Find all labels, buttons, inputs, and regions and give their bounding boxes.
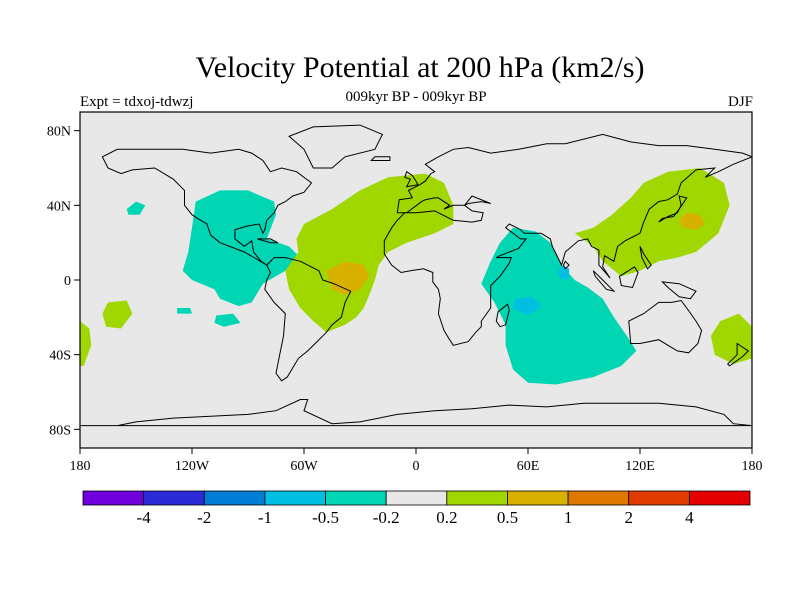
colorbar-swatch	[82, 490, 145, 506]
coastline-eurasia-africa	[383, 133, 752, 346]
lat-tick-label: 80N	[47, 125, 71, 140]
region-east-asia-green	[574, 168, 730, 277]
colorbar-label: -1	[258, 508, 272, 527]
coastline-sumatra	[592, 270, 616, 293]
season-label: DJF	[727, 94, 753, 110]
page-title: Velocity Potential at 200 hPa (km2/s)	[195, 51, 645, 84]
colorbar-swatch	[688, 490, 751, 506]
colorbar-label: 0.2	[436, 508, 457, 527]
coastline-cuba	[257, 238, 279, 244]
colorbar: -4 -2 -1 -0.5 -0.2 0.2 0.5 1 2 4	[82, 490, 751, 527]
contour-regions	[80, 168, 752, 385]
coastline-iceland	[369, 156, 391, 161]
lat-tick-label: 80S	[49, 423, 71, 438]
region-brazil-orange	[326, 261, 370, 295]
subtitle: 009kyr BP - 009kyr BP	[345, 89, 487, 105]
lon-tick-label: 0	[413, 459, 420, 474]
coastline-antarctica	[80, 399, 752, 427]
coastline-australia	[628, 299, 703, 354]
region-japan-orange	[679, 212, 706, 230]
colorbar-swatch	[567, 490, 630, 506]
colorbar-label: 0.5	[497, 508, 518, 527]
colorbar-label: -0.2	[373, 508, 400, 527]
colorbar-label: 2	[624, 508, 633, 527]
region-eastern-pacific-central-america	[182, 190, 301, 307]
colorbar-label: -2	[197, 508, 211, 527]
lon-tick-label: 120W	[175, 459, 210, 474]
region-south-pacific-green	[102, 300, 133, 329]
colorbar-swatch	[325, 490, 387, 506]
lon-tick-label: 60E	[517, 459, 540, 474]
colorbar-swatch	[143, 490, 205, 506]
coastline-philippines	[639, 246, 652, 270]
region-indian-ocean-teal	[481, 227, 637, 385]
lat-tick-label: 40S	[49, 349, 71, 364]
colorbar-swatch	[203, 490, 266, 506]
latitude-ticks: 80N 40N 0 40S 80S	[47, 125, 80, 438]
colorbar-label: -4	[137, 508, 152, 527]
colorbar-swatch	[507, 490, 569, 506]
coastline-greenland	[288, 124, 384, 169]
lat-tick-label: 0	[64, 274, 71, 289]
region-north-pacific-blob	[126, 201, 146, 215]
colorbar-label: 4	[685, 508, 694, 527]
colorbar-label: 1	[564, 508, 573, 527]
region-south-pacific-tiny-teal	[177, 308, 192, 314]
coastline-sri-lanka	[562, 260, 570, 270]
region-dateline-west-green	[80, 321, 92, 366]
longitude-ticks: 180 120W 60W 0 60E 120E 180	[70, 448, 763, 474]
coastline-new-guinea	[661, 281, 697, 300]
lat-tick-label: 40N	[47, 199, 71, 214]
colorbar-swatch	[628, 490, 690, 506]
colorbar-label: -0.5	[312, 508, 339, 527]
colorbar-swatch	[446, 490, 508, 506]
colorbar-swatch	[264, 490, 326, 506]
coastline-south-america	[264, 257, 352, 382]
lon-tick-label: 60W	[290, 459, 318, 474]
colorbar-swatch	[385, 490, 448, 506]
region-australia-east-green	[710, 313, 752, 364]
coastline-japan	[658, 195, 688, 223]
region-bay-of-bengal-blue	[557, 265, 570, 280]
experiment-label: Expt = tdxoj-tdwzj	[80, 94, 194, 110]
map-background	[80, 112, 752, 448]
coastline-borneo	[618, 266, 639, 289]
coastline-new-zealand	[726, 342, 750, 367]
coastlines	[80, 124, 752, 427]
lon-tick-label: 180	[742, 459, 763, 474]
lon-tick-label: 120E	[625, 459, 655, 474]
coastline-madagascar	[495, 303, 510, 328]
region-indian-ocean-blue	[513, 296, 542, 316]
coastline-uk	[404, 170, 419, 188]
coastline-north-america	[101, 148, 313, 266]
lon-tick-label: 180	[70, 459, 91, 474]
region-south-pacific-small-teal	[214, 313, 241, 327]
